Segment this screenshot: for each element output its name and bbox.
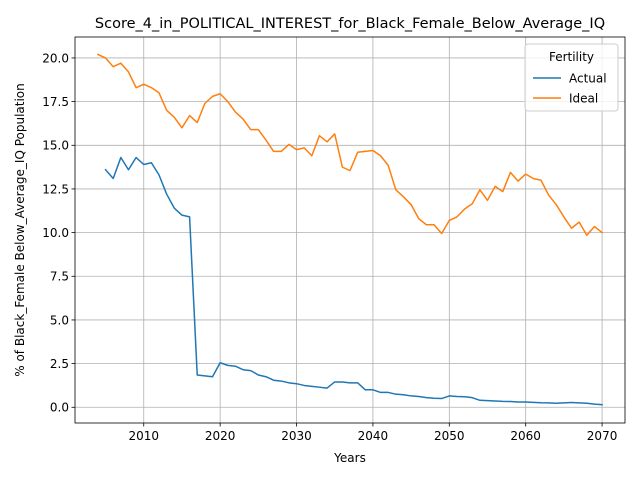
x-tick-label: 2050 [434, 429, 465, 443]
legend-title: Fertility [549, 50, 594, 64]
series-group [96, 53, 604, 406]
plot-frame [74, 36, 626, 424]
grid [75, 37, 625, 423]
x-tick-label: 2010 [128, 429, 159, 443]
y-tick-label: 5.0 [50, 313, 69, 327]
x-tick-label: 2040 [358, 429, 389, 443]
series-line-ideal [96, 53, 604, 236]
legend: Fertility Actual Ideal [524, 43, 619, 112]
x-axis: 2010 2020 2030 2040 2050 2060 2070 [128, 423, 617, 443]
y-tick-label: 17.5 [42, 95, 69, 109]
legend-label-ideal: Ideal [569, 91, 598, 105]
y-axis: 0.0 2.5 5.0 7.5 10.0 12.5 15.0 17.5 20.0 [42, 51, 75, 415]
y-tick-label: 2.5 [50, 357, 69, 371]
x-tick-label: 2020 [205, 429, 236, 443]
y-axis-label: % of Black_Female Below_Average_IQ Popul… [13, 83, 27, 377]
x-tick-label: 2060 [510, 429, 541, 443]
legend-label-actual: Actual [569, 71, 607, 85]
chart-title: Score_4_in_POLITICAL_INTEREST_for_Black_… [95, 16, 605, 32]
legend-box [524, 43, 619, 112]
y-tick-label: 20.0 [42, 51, 69, 65]
y-tick-label: 10.0 [42, 226, 69, 240]
x-tick-label: 2030 [281, 429, 312, 443]
y-tick-label: 15.0 [42, 139, 69, 153]
series-line-actual [104, 156, 603, 406]
y-tick-label: 0.0 [50, 401, 69, 415]
y-tick-label: 12.5 [42, 182, 69, 196]
y-tick-label: 7.5 [50, 270, 69, 284]
x-axis-label: Years [333, 451, 366, 465]
x-tick-label: 2070 [587, 429, 618, 443]
